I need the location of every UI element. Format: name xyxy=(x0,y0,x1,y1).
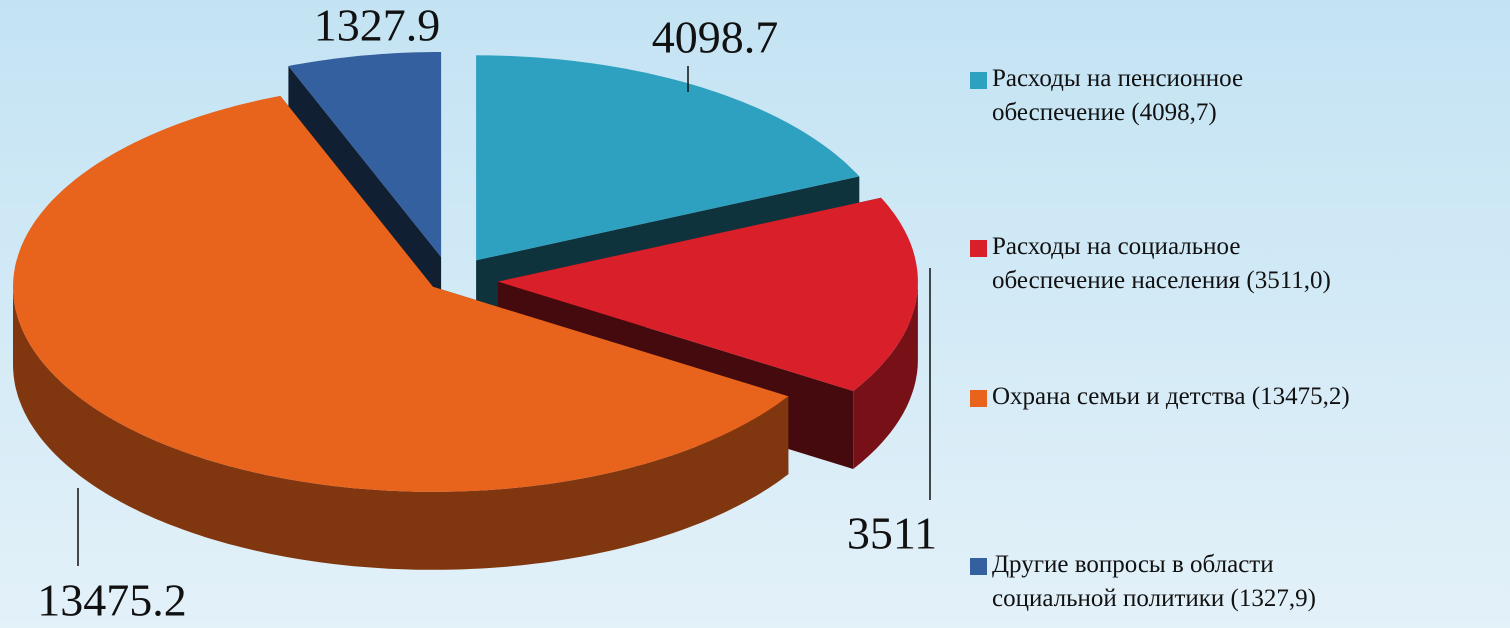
legend-item: Другие вопросы в области социальной поли… xyxy=(968,548,1316,616)
legend-swatch xyxy=(970,240,987,257)
legend-label: Расходы на социальное обеспечение населе… xyxy=(992,233,1331,294)
slice xyxy=(13,95,789,570)
data-label: 3511 xyxy=(847,508,937,559)
slice-top xyxy=(497,197,918,391)
legend-swatch xyxy=(970,558,987,575)
legend-label: Расходы на пенсионное обеспечение (4098,… xyxy=(992,65,1244,126)
slice-side xyxy=(853,281,918,469)
data-label: 13475.2 xyxy=(37,575,187,626)
legend-item: Расходы на пенсионное обеспечение (4098,… xyxy=(968,62,1243,130)
data-label: 1327.9 xyxy=(314,0,441,51)
slice-top xyxy=(288,52,442,257)
legend-swatch xyxy=(970,390,987,407)
slice-top xyxy=(476,55,860,261)
legend-item: Расходы на социальное обеспечение населе… xyxy=(968,230,1331,298)
legend-item: Охрана семьи и детства (13475,2) xyxy=(968,380,1350,414)
slice-top xyxy=(13,95,789,492)
slice-side xyxy=(13,286,789,570)
data-label: 4098.7 xyxy=(652,12,779,63)
pie-chart: 4098.7 3511 13475.2 1327.9 xyxy=(13,0,937,626)
legend-label: Охрана семьи и детства (13475,2) xyxy=(992,383,1350,410)
legend-label: Другие вопросы в области социальной поли… xyxy=(992,551,1316,612)
legend-swatch xyxy=(970,72,987,89)
